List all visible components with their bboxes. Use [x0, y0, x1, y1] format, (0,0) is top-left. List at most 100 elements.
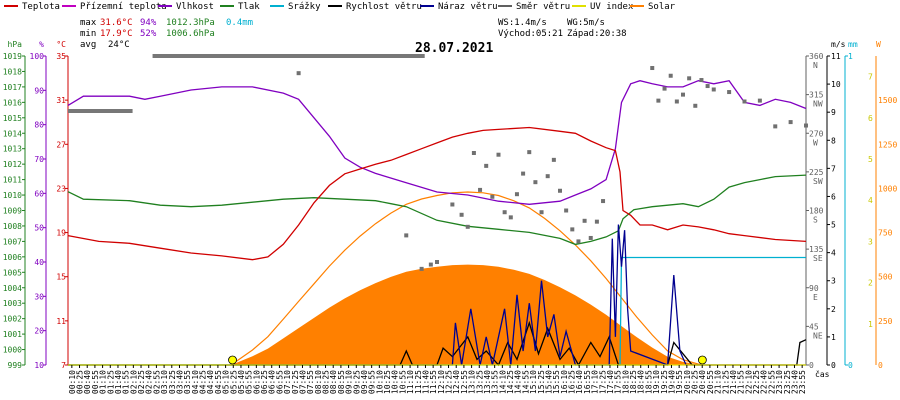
windspeed-tick-label: 4: [831, 249, 836, 258]
x-tick-label: 19:40: [667, 370, 676, 394]
direction-compass-label: S: [813, 216, 818, 225]
wind-direction-point: [601, 199, 606, 204]
temperature-line: [67, 126, 807, 261]
hpa-tick-label: 1010: [3, 191, 22, 200]
direction-tick-label: 360: [809, 52, 824, 61]
wind-direction-point: [508, 215, 513, 220]
hpa-unit-label: hPa: [8, 40, 23, 49]
legend-swatch-9: [630, 5, 644, 7]
solar-tick-label: 1000: [878, 184, 897, 193]
hpa-tick-label: 1004: [3, 284, 22, 293]
legend-label-6: Náraz větru: [438, 2, 498, 12]
wind-direction-point: [484, 163, 489, 168]
direction-compass-label: N: [813, 61, 818, 70]
x-tick-label: 22:10: [744, 370, 753, 394]
direction-compass-label: NE: [813, 331, 823, 340]
x-tick-label: 01:55: [122, 370, 131, 394]
direction-tick-label: 180: [809, 207, 824, 216]
wind-direction-point: [650, 66, 655, 71]
temperature-tick-label: 27: [56, 140, 66, 149]
x-tick-label: 12:40: [452, 370, 461, 394]
x-tick-label: 16:10: [560, 370, 569, 394]
x-tick-label: 20:55: [706, 370, 715, 394]
stats-min-label: min: [80, 29, 96, 39]
x-tick-label: 23:55: [798, 370, 807, 394]
legend-swatch-1: [62, 5, 76, 7]
legend-label-0: Teplota: [22, 2, 60, 12]
wind-direction-point: [681, 92, 685, 97]
stats-min-hum: 52%: [140, 29, 157, 39]
x-tick-label: 12:25: [445, 370, 454, 394]
plot-area: [67, 54, 808, 367]
direction-tick-label: 135: [809, 245, 824, 254]
temperature-tick-label: 11: [56, 317, 66, 326]
x-tick-label: 13:10: [468, 370, 477, 394]
solar-tick-label: 1250: [878, 140, 897, 149]
legend-swatch-6: [420, 5, 434, 7]
uv-tick-label: 7: [868, 73, 873, 82]
stats-max-press: 1012.3hPa: [166, 18, 215, 28]
wind-direction-point: [742, 99, 747, 104]
direction-tick-label: 315: [809, 91, 824, 100]
x-tick-label: 10:10: [375, 370, 384, 394]
wind-direction-point: [545, 174, 550, 179]
wind-direction-point: [419, 266, 424, 271]
x-tick-label: 10:25: [383, 370, 392, 394]
hpa-tick-label: 1000: [3, 346, 22, 355]
x-tick-label: 23:10: [775, 370, 784, 394]
humidity-unit-label: %: [39, 40, 44, 49]
x-tick-label: 23:40: [790, 370, 799, 394]
legend-label-5: Rychlost větru: [346, 2, 422, 12]
x-tick-label: 21:10: [714, 370, 723, 394]
hpa-tick-label: 1014: [3, 129, 22, 138]
solar-tick-label: 750: [878, 229, 893, 238]
wind-direction-point: [450, 202, 455, 207]
x-tick-label: 05:55: [245, 370, 254, 394]
x-tick-label: 18:55: [644, 370, 653, 394]
x-tick-label: 14:10: [498, 370, 507, 394]
stats-avg-temp: 24°C: [108, 40, 130, 50]
x-tick-label: 20:25: [691, 370, 700, 394]
stats-rain: 0.4mm: [226, 18, 253, 28]
humidity-tick-label: 60: [34, 189, 44, 198]
x-tick-label: 11:10: [406, 370, 415, 394]
x-tick-label: 02:55: [152, 370, 161, 394]
legend-label-1: Přízemní teplota: [80, 2, 167, 12]
direction-compass-label: NW: [813, 100, 823, 109]
x-tick-label: 18:25: [629, 370, 638, 394]
rain-tick-label: 1: [848, 52, 853, 61]
solar-area: [230, 264, 702, 365]
x-tick-label: 05:10: [222, 370, 231, 394]
x-tick-label: 08:40: [329, 370, 338, 394]
hpa-tick-label: 1002: [3, 315, 22, 324]
hpa-tick-label: 1016: [3, 98, 22, 107]
x-tick-label: 05:40: [237, 370, 246, 394]
legend-swatch-7: [498, 5, 512, 7]
wind-direction-point: [804, 123, 808, 128]
windspeed-tick-label: 7: [831, 164, 836, 173]
legend-swatch-5: [328, 5, 342, 7]
stats-max-hum: 94%: [140, 18, 157, 28]
humidity-tick-label: 90: [34, 86, 44, 95]
wind-direction-point: [674, 99, 679, 104]
hpa-tick-label: 1015: [3, 114, 22, 123]
windspeed-tick-label: 11: [831, 52, 841, 61]
x-tick-label: 23:25: [783, 370, 792, 394]
temperature-tick-label: 7: [61, 361, 66, 370]
temperature-tick-label: 23: [56, 184, 66, 193]
hpa-tick-label: 1009: [3, 207, 22, 216]
x-tick-label: 15:25: [537, 370, 546, 394]
wind-gust-line: [68, 224, 806, 366]
x-tick-label: 00:25: [76, 370, 85, 394]
hpa-tick-label: 1006: [3, 253, 22, 262]
wind-direction-point: [465, 224, 470, 229]
x-tick-label: 04:40: [206, 370, 215, 394]
x-tick-label: 10:55: [398, 370, 407, 394]
pressure-line: [67, 174, 807, 246]
stats-wind-gust: WG:5m/s: [567, 18, 605, 28]
x-axis: 00:1000:2500:4000:5501:1001:2501:4001:55…: [68, 365, 807, 394]
x-tick-label: 09:55: [368, 370, 377, 394]
temperature-unit-label: °C: [56, 40, 66, 49]
x-tick-label: 20:40: [698, 370, 707, 394]
x-tick-label: 14:25: [506, 370, 515, 394]
